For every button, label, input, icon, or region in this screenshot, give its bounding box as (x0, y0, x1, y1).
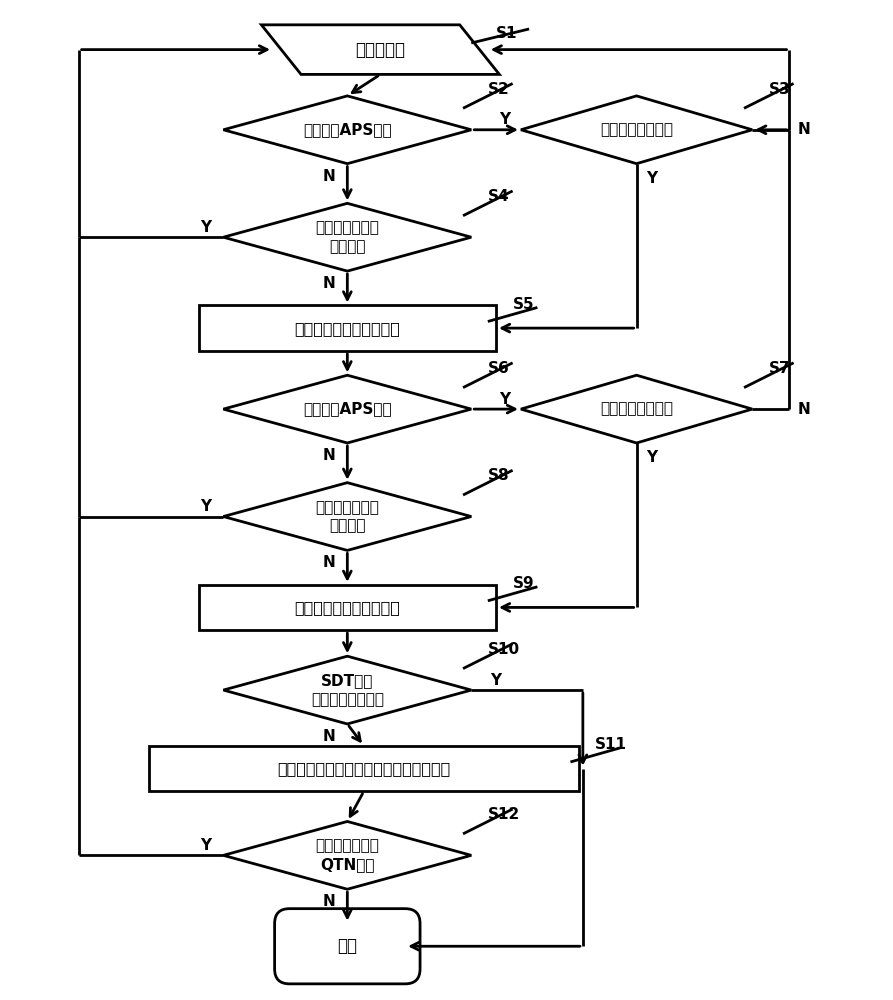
Text: Y: Y (490, 673, 502, 688)
FancyBboxPatch shape (198, 585, 497, 630)
Text: 输出检测设备异常对话框，进行问题定位: 输出检测设备异常对话框，进行问题定位 (277, 761, 450, 776)
Text: S6: S6 (488, 361, 510, 376)
Text: SDT是否
小于业务受损时间: SDT是否 小于业务受损时间 (311, 673, 384, 707)
Text: S1: S1 (497, 26, 518, 41)
Text: Y: Y (200, 838, 211, 853)
Text: 主用线路是否空闲: 主用线路是否空闲 (600, 122, 673, 137)
Text: N: N (798, 122, 811, 137)
Text: Y: Y (499, 112, 510, 127)
Text: S10: S10 (488, 642, 520, 657)
Polygon shape (223, 656, 472, 724)
Text: Y: Y (200, 220, 211, 235)
Text: N: N (322, 276, 336, 291)
Text: S2: S2 (488, 82, 510, 97)
Text: Y: Y (646, 171, 657, 186)
Text: N: N (322, 729, 336, 744)
Polygon shape (223, 203, 472, 271)
Polygon shape (521, 375, 752, 443)
Text: N: N (322, 555, 336, 570)
FancyBboxPatch shape (149, 746, 579, 791)
Polygon shape (223, 821, 472, 889)
Text: S3: S3 (769, 82, 790, 97)
Text: 主用线路倒换至备用线路: 主用线路倒换至备用线路 (295, 321, 400, 336)
Polygon shape (262, 25, 499, 74)
Polygon shape (521, 96, 752, 164)
Text: S5: S5 (513, 297, 534, 312)
Text: N: N (322, 448, 336, 463)
FancyBboxPatch shape (198, 305, 497, 351)
Text: 主用线路是否空闲: 主用线路是否空闲 (600, 402, 673, 417)
Polygon shape (223, 96, 472, 164)
Text: 是否进行下一次
QTN测试: 是否进行下一次 QTN测试 (315, 839, 380, 872)
Text: Y: Y (499, 392, 510, 407)
Text: S12: S12 (488, 807, 520, 822)
Text: S7: S7 (769, 361, 790, 376)
Text: Y: Y (200, 499, 211, 514)
Text: 备用线路倒换至主用线路: 备用线路倒换至主用线路 (295, 600, 400, 615)
Text: 是否支持APS协议: 是否支持APS协议 (303, 122, 392, 137)
Text: 等待恢复时间后
是否告警: 等待恢复时间后 是否告警 (315, 220, 380, 254)
Text: S8: S8 (488, 468, 509, 483)
Text: N: N (322, 894, 336, 909)
Text: N: N (322, 169, 336, 184)
Text: Y: Y (646, 450, 657, 465)
Text: 是否支持APS协议: 是否支持APS协议 (303, 402, 392, 417)
Text: S11: S11 (596, 737, 627, 752)
Text: 等待恢复时间后
是否告警: 等待恢复时间后 是否告警 (315, 500, 380, 533)
Text: 仪表初始化: 仪表初始化 (355, 41, 405, 59)
Text: S4: S4 (488, 189, 509, 204)
Text: S9: S9 (513, 576, 534, 591)
Polygon shape (223, 483, 472, 550)
FancyBboxPatch shape (275, 909, 420, 984)
Text: N: N (798, 402, 811, 417)
Text: 结束: 结束 (338, 937, 357, 955)
Polygon shape (223, 375, 472, 443)
